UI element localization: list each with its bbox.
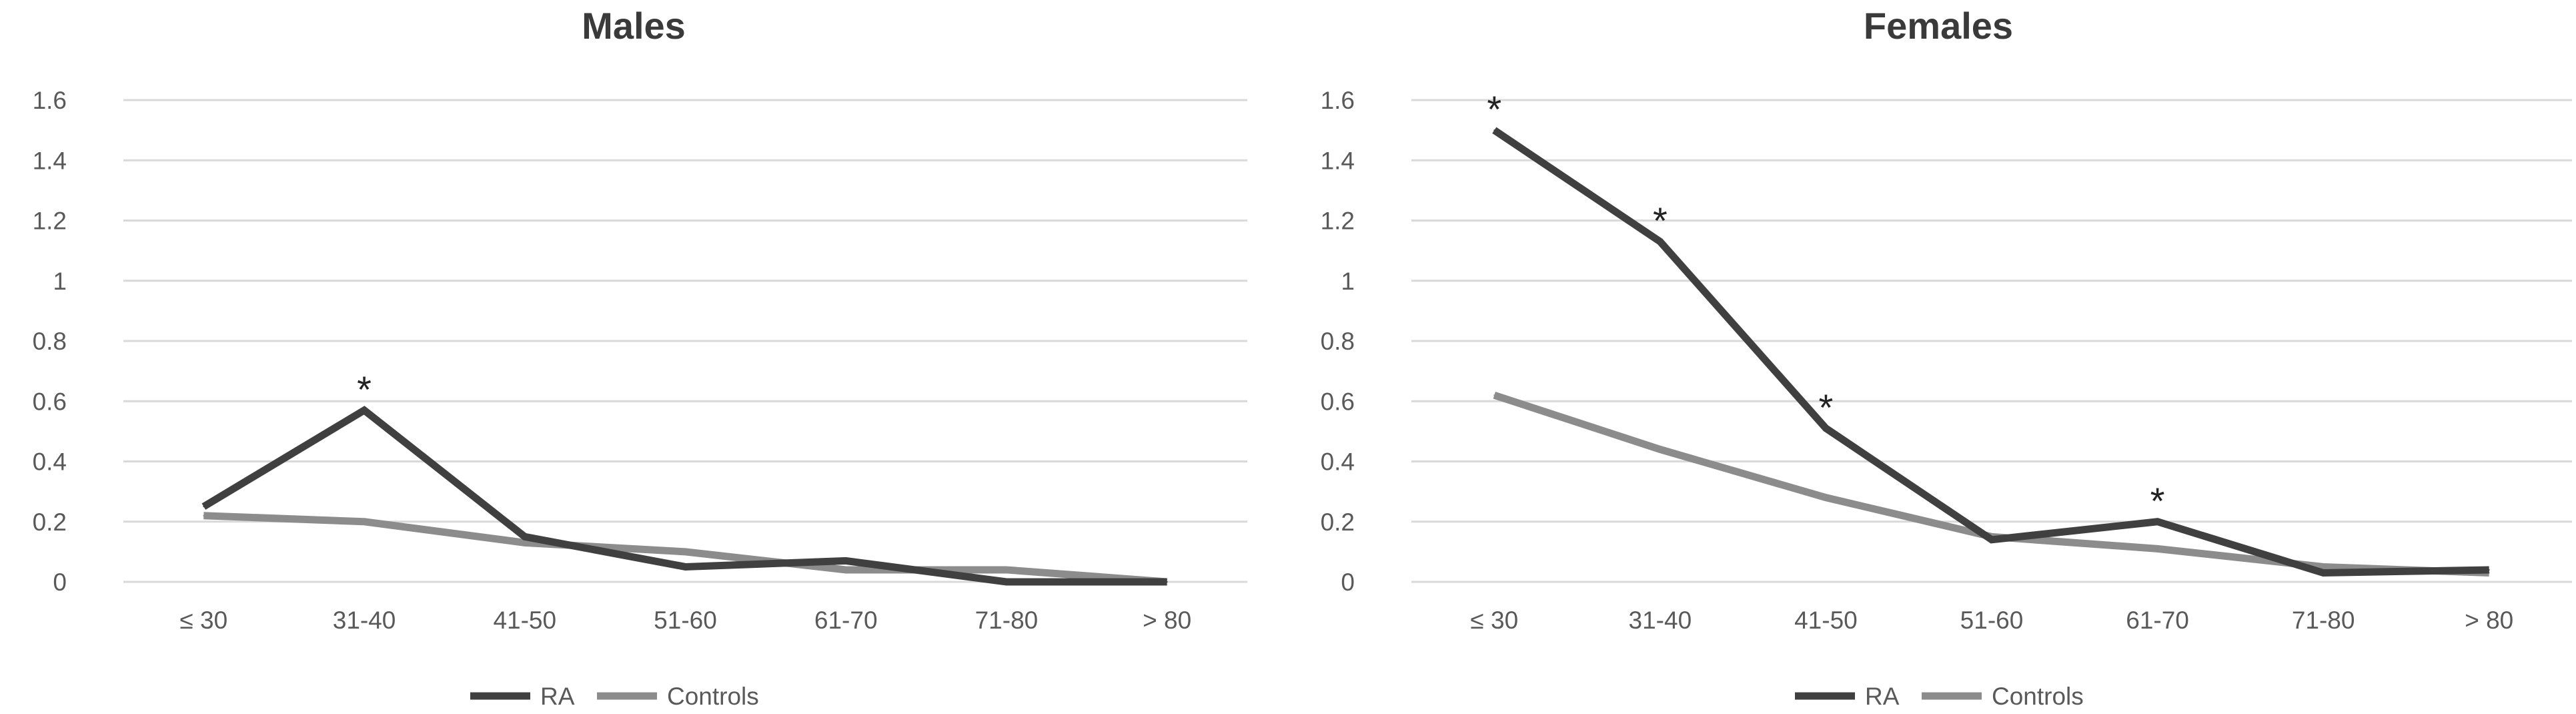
data-point-ra bbox=[1659, 241, 1661, 243]
y-tick-label: 0.6 bbox=[1321, 388, 1355, 415]
legend-label-ra: RA bbox=[540, 683, 575, 710]
x-tick-label: 31-40 bbox=[333, 607, 396, 634]
y-tick-label: 0.8 bbox=[33, 328, 67, 355]
data-point-ra bbox=[1005, 581, 1007, 583]
chart-svg: Females 0 0.2 0.4 0.6 0.8 1 1.2 1.4 1.6 ≤ 30 31-40 4… bbox=[1321, 5, 2572, 710]
x-tick-label: ≤ 30 bbox=[1470, 607, 1518, 634]
data-point-controls bbox=[1005, 569, 1007, 571]
data-point-ra bbox=[1991, 539, 1992, 541]
data-point-controls bbox=[203, 514, 205, 516]
females-chart-panel: Females 0 0.2 0.4 0.6 0.8 1 1.2 1.4 1.6 ≤ 30 31-40 4… bbox=[1288, 0, 2576, 714]
x-tick-label: > 80 bbox=[1143, 607, 1191, 634]
data-point-controls bbox=[524, 542, 526, 544]
x-tick-label: 51-60 bbox=[654, 607, 717, 634]
x-tick-label: 71-80 bbox=[2292, 607, 2355, 634]
data-point-controls bbox=[2323, 566, 2325, 568]
x-tick-label: ≤ 30 bbox=[179, 607, 227, 634]
x-tick-label: 51-60 bbox=[1960, 607, 2024, 634]
data-point-controls bbox=[1493, 394, 1495, 396]
data-point-ra bbox=[684, 566, 686, 568]
x-tick-label: 61-70 bbox=[2126, 607, 2189, 634]
data-point-ra bbox=[2156, 520, 2158, 522]
legend-label-controls: Controls bbox=[667, 683, 759, 710]
data-point-controls bbox=[2156, 548, 2158, 550]
data-point-ra bbox=[364, 409, 366, 411]
x-tick-label: 41-50 bbox=[1794, 607, 1858, 634]
chart-title: Females bbox=[1864, 5, 2013, 47]
significance-star: * bbox=[2150, 480, 2165, 522]
chart-title: Males bbox=[582, 5, 686, 47]
data-point-ra bbox=[845, 560, 847, 562]
data-point-controls bbox=[1659, 448, 1661, 450]
legend: RA Controls bbox=[470, 683, 759, 710]
y-tick-label: 0.2 bbox=[1321, 508, 1355, 536]
x-tick-label: 41-50 bbox=[493, 607, 556, 634]
x-tick-label: 31-40 bbox=[1629, 607, 1692, 634]
y-tick-label: 1.2 bbox=[33, 208, 67, 235]
series-line-controls bbox=[1493, 391, 2489, 577]
chart-svg: Males 0 0.2 0.4 0.6 0.8 1 1.2 1.4 1.6 ≤ 30 31-40 41-… bbox=[33, 5, 1247, 710]
series-line-ra bbox=[1492, 127, 2489, 577]
significance-star: * bbox=[1653, 200, 1668, 242]
legend-label-controls: Controls bbox=[1992, 683, 2084, 710]
y-tick-label: 1.4 bbox=[1321, 147, 1355, 174]
y-tick-label: 0.4 bbox=[1321, 448, 1355, 476]
significance-star: * bbox=[1819, 386, 1834, 428]
y-tick-label: 1.2 bbox=[1321, 208, 1355, 235]
significance-star: * bbox=[357, 368, 372, 410]
x-tick-label: > 80 bbox=[2465, 607, 2513, 634]
data-point-ra bbox=[524, 536, 526, 538]
data-point-ra bbox=[1825, 427, 1827, 429]
data-point-controls bbox=[684, 551, 686, 553]
y-tick-label: 1 bbox=[53, 268, 67, 295]
y-tick-label: 0.8 bbox=[1321, 328, 1355, 355]
data-point-controls bbox=[845, 569, 847, 571]
data-point-controls bbox=[1825, 496, 1827, 498]
y-tick-label: 1.6 bbox=[1321, 87, 1355, 114]
data-point-ra bbox=[2488, 569, 2490, 571]
data-point-ra bbox=[1166, 581, 1168, 583]
y-tick-label: 0 bbox=[1341, 569, 1355, 596]
significance-star: * bbox=[1487, 88, 1501, 130]
series-line-controls bbox=[203, 512, 1168, 586]
y-tick-label: 0.4 bbox=[33, 448, 67, 476]
data-point-ra bbox=[2323, 572, 2325, 574]
data-point-controls bbox=[364, 520, 366, 522]
y-tick-label: 0.2 bbox=[33, 508, 67, 536]
x-tick-label: 61-70 bbox=[814, 607, 878, 634]
y-tick-label: 0 bbox=[53, 569, 67, 596]
data-point-ra bbox=[203, 506, 205, 508]
series-line-ra bbox=[201, 406, 1167, 586]
y-tick-label: 1.6 bbox=[33, 87, 67, 114]
legend: RA Controls bbox=[1795, 683, 2084, 710]
males-chart-panel: Males 0 0.2 0.4 0.6 0.8 1 1.2 1.4 1.6 ≤ 30 31-40 41-… bbox=[33, 5, 1247, 710]
data-point-ra bbox=[1493, 129, 1495, 131]
legend-label-ra: RA bbox=[1865, 683, 1900, 710]
x-tick-label: 71-80 bbox=[975, 607, 1039, 634]
y-tick-label: 0.6 bbox=[33, 388, 67, 415]
y-tick-label: 1 bbox=[1341, 268, 1355, 295]
y-tick-label: 1.4 bbox=[33, 147, 67, 174]
